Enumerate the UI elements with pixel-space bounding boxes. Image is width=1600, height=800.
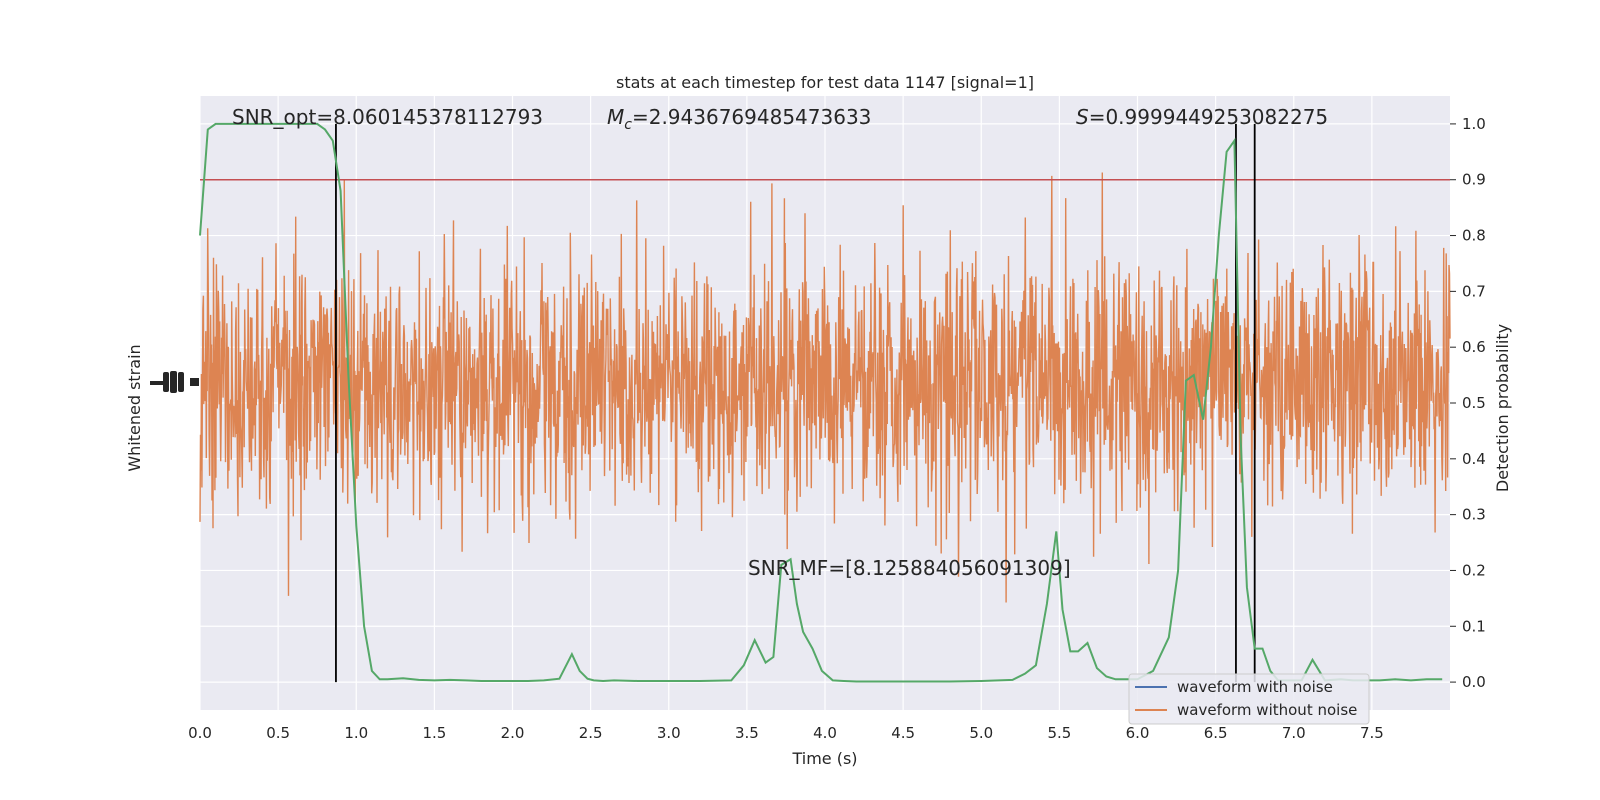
y-right-tick-label: 0.7 <box>1462 282 1486 300</box>
y-left-axis-ticks <box>150 371 199 393</box>
y-right-tick-label: 0.4 <box>1462 450 1486 468</box>
score-annotation: S=0.9999449253082275 <box>1076 105 1328 129</box>
y-right-axis-label: Detection probability <box>1493 324 1512 492</box>
x-tick-label: 6.0 <box>1126 724 1150 742</box>
legend-label-without-noise: waveform without noise <box>1177 701 1357 719</box>
legend-label-with-noise: waveform with noise <box>1177 678 1333 696</box>
strain-trace-without-noise <box>199 172 1451 603</box>
y-right-tick-label: 0.8 <box>1462 227 1486 245</box>
chart-title: stats at each timestep for test data 114… <box>616 73 1034 92</box>
x-tick-label: 7.0 <box>1282 724 1306 742</box>
y-right-tick-label: 0.5 <box>1462 394 1486 412</box>
x-tick-label: 0.5 <box>266 724 290 742</box>
snr-opt-annotation: SNR_opt=8.060145378112793 <box>232 105 543 129</box>
x-tick-label: 5.0 <box>969 724 993 742</box>
x-axis-label: Time (s) <box>791 749 857 768</box>
x-tick-label: 2.0 <box>501 724 525 742</box>
x-tick-label: 2.5 <box>579 724 603 742</box>
x-tick-label: 1.0 <box>344 724 368 742</box>
detection-probability-line <box>199 122 1443 683</box>
legend: waveform with noise waveform without noi… <box>1128 673 1370 725</box>
y-right-tick-label: 0.6 <box>1462 338 1486 356</box>
y-right-tick-label: 0.0 <box>1462 673 1486 691</box>
x-tick-label: 6.5 <box>1204 724 1228 742</box>
y-right-axis-ticks: 0.0 0.1 0.2 0.3 0.4 0.5 0.6 0.7 0.8 0.9 1.0 <box>1450 115 1486 691</box>
x-tick-label: 1.5 <box>422 724 446 742</box>
x-tick-label: 5.5 <box>1047 724 1071 742</box>
x-axis-ticks: 0.0 0.5 1.0 1.5 2.0 2.5 3.0 3.5 4.0 4.5 5.0 5.5 6.0 6… <box>188 724 1384 742</box>
y-right-tick-label: 0.2 <box>1462 561 1486 579</box>
y-right-tick-label: 0.3 <box>1462 506 1486 524</box>
probability-path <box>199 122 1443 683</box>
x-tick-label: 7.5 <box>1360 724 1384 742</box>
legend-box <box>1128 673 1370 725</box>
snr-mf-annotation: SNR_MF=[8.125884056091309] <box>748 556 1071 580</box>
y-right-tick-label: 0.1 <box>1462 617 1486 635</box>
x-tick-label: 3.5 <box>735 724 759 742</box>
x-tick-label: 3.0 <box>657 724 681 742</box>
x-tick-label: 4.5 <box>891 724 915 742</box>
x-tick-label: 4.0 <box>813 724 837 742</box>
y-right-tick-label: 0.9 <box>1462 171 1486 189</box>
x-tick-label: 0.0 <box>188 724 212 742</box>
chirp-mass-annotation: Mc=2.9436769485473633 <box>607 105 871 133</box>
y-left-axis-label: Whitened strain <box>125 344 144 471</box>
strain-path <box>199 172 1451 603</box>
y-right-tick-label: 1.0 <box>1462 115 1486 133</box>
